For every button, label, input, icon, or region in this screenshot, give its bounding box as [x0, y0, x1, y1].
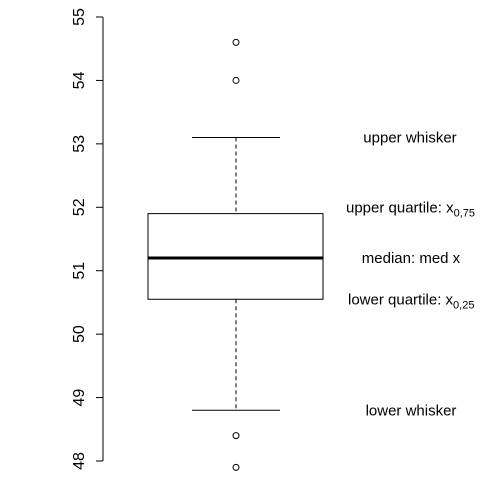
- interquartile-box: [147, 213, 324, 300]
- annotation-median: median: med x: [362, 250, 461, 267]
- outliers: [232, 38, 240, 471]
- annotation-lower-quartile: lower quartile: x0,25: [348, 291, 474, 311]
- outlier-point: [232, 432, 240, 440]
- y-tick-label: 50: [71, 325, 88, 343]
- y-axis: 48 49 50 51 52 53 54 55: [71, 8, 104, 470]
- annotation-lower-whisker: lower whisker: [366, 402, 457, 419]
- outlier-point: [232, 76, 240, 84]
- y-tick-label: 53: [71, 135, 88, 153]
- outlier-point: [232, 38, 240, 46]
- y-tick-label: 48: [71, 452, 88, 470]
- boxplot: [147, 137, 324, 411]
- y-tick-label: 54: [71, 71, 88, 89]
- y-tick-label: 49: [71, 389, 88, 407]
- annotation-upper-whisker: upper whisker: [363, 130, 456, 147]
- outlier-point: [232, 463, 240, 471]
- annotation-upper-quartile: upper quartile: x0,75: [346, 199, 475, 219]
- y-tick-label: 55: [71, 8, 88, 26]
- y-tick-label: 51: [71, 262, 88, 280]
- y-tick-label: 52: [71, 198, 88, 216]
